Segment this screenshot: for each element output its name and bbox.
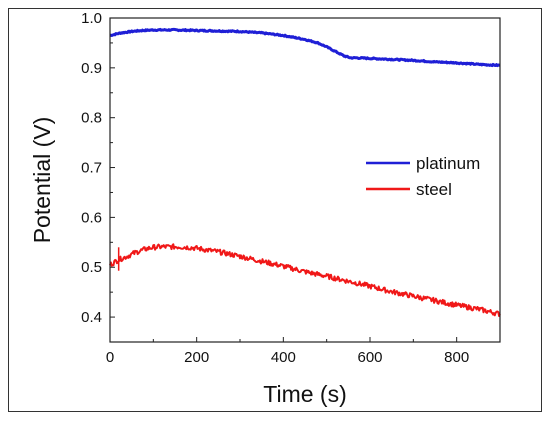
x-tick-label: 600 — [357, 349, 382, 366]
x-axis: 0 200 400 600 800 — [106, 337, 469, 366]
y-tick-label: 0.8 — [81, 110, 102, 127]
x-tick-label: 800 — [444, 349, 469, 366]
y-tick-label: 0.4 — [81, 309, 102, 326]
x-tick-label: 0 — [106, 349, 114, 366]
y-tick-label: 0.7 — [81, 160, 102, 177]
y-axis-title: Potential (V) — [29, 117, 55, 244]
y-axis: 0.4 0.5 0.6 0.7 0.8 0.9 1.0 — [81, 10, 115, 343]
x-tick-label: 200 — [184, 349, 209, 366]
y-tick-label: 1.0 — [81, 10, 102, 27]
y-tick-label: 0.6 — [81, 209, 102, 226]
series-line-steel — [109, 243, 501, 317]
chart-frame — [8, 8, 542, 412]
plot-area-border — [109, 17, 501, 343]
legend-label-steel: steel — [416, 180, 452, 199]
y-tick-label: 0.9 — [81, 60, 102, 77]
x-tick-label: 400 — [271, 349, 296, 366]
x-axis-title: Time (s) — [263, 381, 346, 407]
series-layer — [109, 27, 501, 317]
legend-label-platinum: platinum — [416, 154, 480, 173]
series-line-platinum — [109, 27, 501, 68]
y-tick-label: 0.5 — [81, 259, 102, 276]
legend: platinum steel — [366, 154, 480, 199]
